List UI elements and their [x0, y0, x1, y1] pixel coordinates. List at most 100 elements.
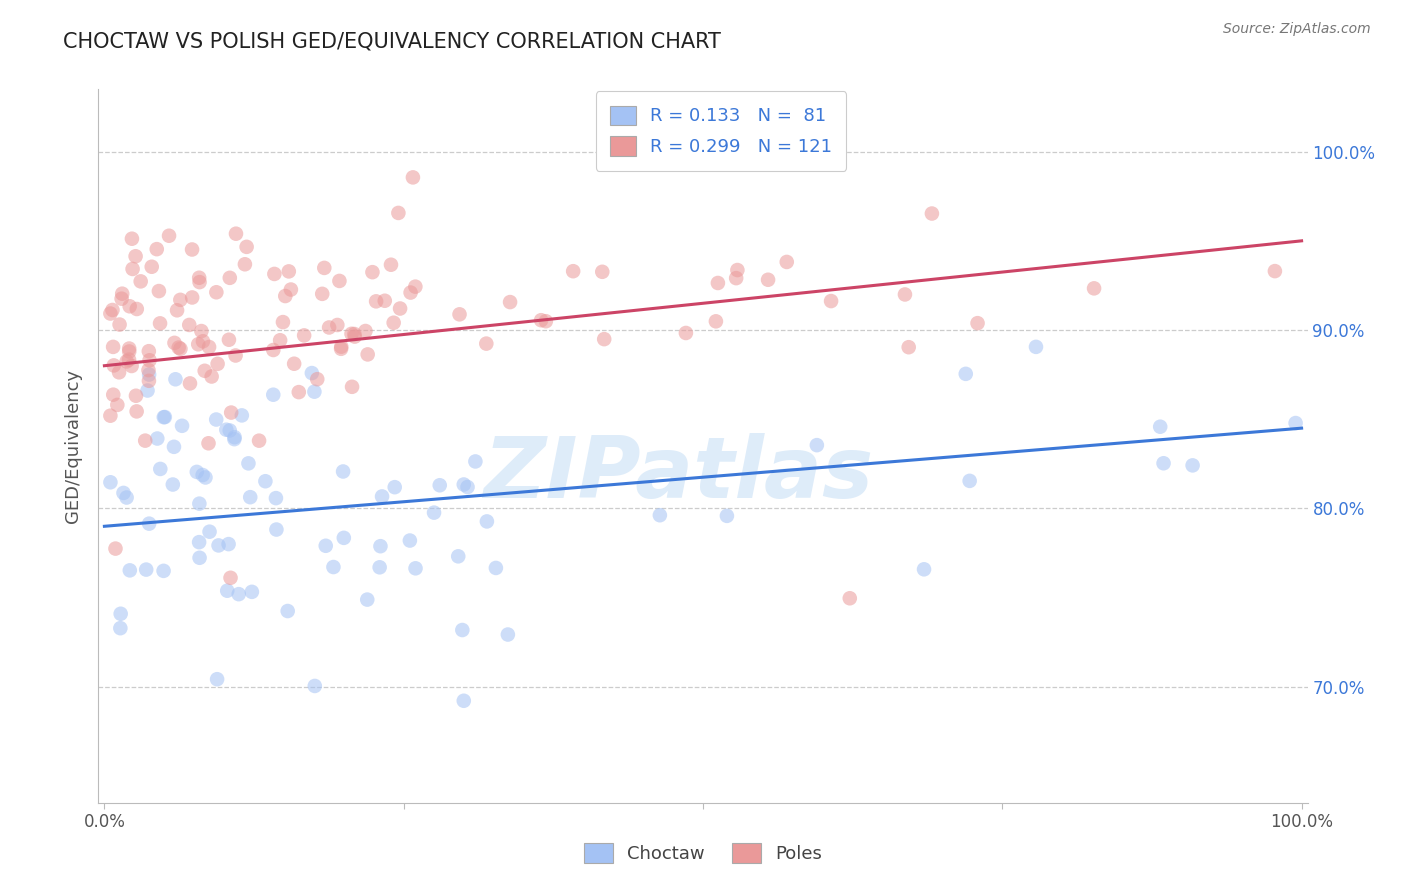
Point: [100, 475, 122, 490]
Point: [152, 410, 174, 425]
Point: [121, 359, 143, 373]
Point: [153, 410, 176, 425]
Point: [423, 506, 446, 520]
Point: [112, 486, 135, 500]
Point: [225, 349, 247, 363]
Point: [333, 531, 356, 545]
Point: [188, 497, 211, 511]
Point: [368, 560, 391, 574]
Point: [457, 480, 479, 494]
Point: [240, 585, 263, 599]
Point: [118, 299, 141, 313]
Point: [464, 454, 486, 468]
Point: [138, 374, 160, 388]
Point: [191, 468, 214, 483]
Point: [170, 418, 193, 433]
Point: [912, 562, 935, 576]
Point: [233, 257, 256, 271]
Point: [361, 265, 384, 279]
Point: [384, 480, 406, 494]
Point: [188, 550, 211, 565]
Point: [562, 264, 585, 278]
Point: [354, 324, 377, 338]
Point: [1264, 264, 1286, 278]
Point: [121, 262, 143, 277]
Point: [138, 344, 160, 359]
Point: [191, 334, 214, 349]
Point: [304, 384, 326, 399]
Point: [215, 423, 238, 437]
Point: [254, 474, 277, 488]
Point: [190, 324, 212, 338]
Point: [1083, 281, 1105, 295]
Point: [224, 430, 246, 444]
Point: [399, 533, 422, 548]
Point: [921, 206, 943, 220]
Point: [247, 434, 270, 448]
Point: [315, 539, 337, 553]
Point: [187, 337, 209, 351]
Point: [238, 456, 260, 470]
Point: [374, 293, 396, 308]
Point: [169, 342, 191, 356]
Point: [389, 301, 412, 316]
Point: [725, 263, 748, 277]
Point: [179, 376, 201, 391]
Point: [103, 359, 125, 373]
Point: [138, 368, 160, 382]
Point: [399, 285, 422, 300]
Text: CHOCTAW VS POLISH GED/EQUIVALENCY CORRELATION CHART: CHOCTAW VS POLISH GED/EQUIVALENCY CORREL…: [63, 31, 721, 51]
Point: [283, 357, 305, 371]
Point: [307, 372, 329, 386]
Point: [135, 563, 157, 577]
Point: [475, 515, 498, 529]
Point: [820, 294, 842, 309]
Point: [188, 535, 211, 549]
Point: [231, 409, 253, 423]
Point: [105, 398, 128, 412]
Point: [217, 583, 239, 598]
Point: [264, 491, 287, 505]
Point: [370, 539, 392, 553]
Point: [169, 293, 191, 307]
Point: [108, 318, 131, 332]
Point: [897, 340, 920, 354]
Point: [125, 389, 148, 403]
Point: [110, 292, 132, 306]
Point: [115, 354, 138, 368]
Point: [207, 357, 229, 371]
Point: [218, 537, 240, 551]
Point: [138, 363, 160, 377]
Point: [725, 271, 748, 285]
Point: [197, 436, 219, 450]
Point: [1153, 456, 1175, 470]
Point: [366, 294, 388, 309]
Point: [198, 524, 221, 539]
Point: [239, 490, 262, 504]
Point: [118, 352, 141, 367]
Point: [806, 438, 828, 452]
Point: [134, 434, 156, 448]
Point: [277, 604, 299, 618]
Point: [262, 343, 284, 357]
Point: [292, 328, 315, 343]
Point: [149, 462, 172, 476]
Point: [263, 267, 285, 281]
Point: [453, 694, 475, 708]
Point: [716, 508, 738, 523]
Point: [269, 333, 291, 347]
Point: [447, 549, 470, 564]
Point: [118, 344, 141, 359]
Point: [186, 465, 208, 479]
Point: [326, 318, 349, 332]
Point: [205, 672, 228, 686]
Point: [104, 541, 127, 556]
Point: [966, 316, 988, 330]
Point: [194, 470, 217, 484]
Point: [157, 228, 180, 243]
Point: [118, 342, 141, 356]
Point: [280, 283, 302, 297]
Point: [121, 232, 143, 246]
Point: [340, 326, 363, 341]
Point: [475, 336, 498, 351]
